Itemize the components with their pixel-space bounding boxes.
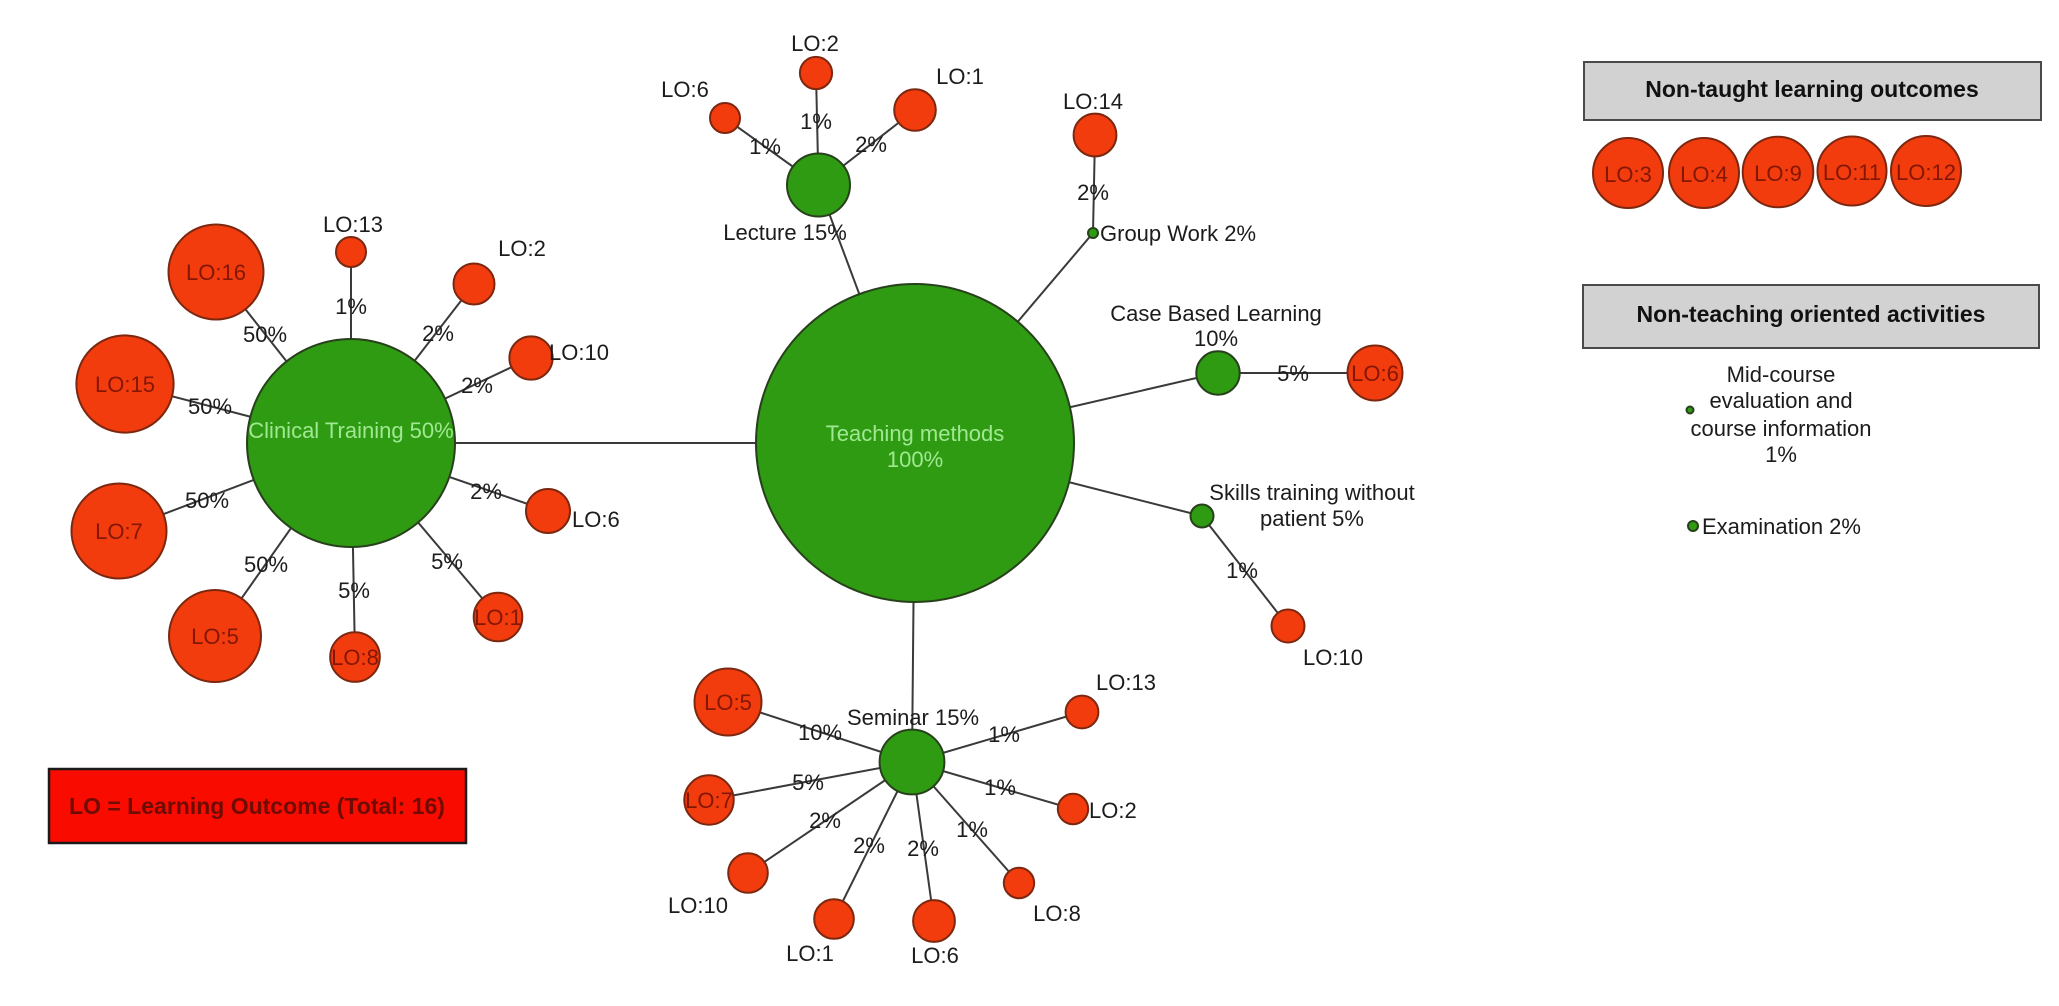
svg-text:Case Based Learning: Case Based Learning <box>1110 301 1322 326</box>
svg-text:1%: 1% <box>1765 442 1797 467</box>
svg-text:50%: 50% <box>244 552 288 577</box>
svg-text:LO:13: LO:13 <box>1096 670 1156 695</box>
svg-text:1%: 1% <box>335 294 367 319</box>
svg-text:LO:10: LO:10 <box>549 340 609 365</box>
svg-text:LO:9: LO:9 <box>1754 161 1802 186</box>
svg-text:2%: 2% <box>461 373 493 398</box>
svg-text:2%: 2% <box>855 132 887 157</box>
svg-text:50%: 50% <box>243 322 287 347</box>
svg-text:2%: 2% <box>422 321 454 346</box>
svg-text:LO = Learning Outcome (Total:: LO = Learning Outcome (Total: 16) <box>69 793 445 819</box>
svg-text:1%: 1% <box>988 722 1020 747</box>
svg-text:Skills training without: Skills training without <box>1209 480 1414 505</box>
svg-text:Examination 2%: Examination 2% <box>1702 514 1861 539</box>
svg-text:5%: 5% <box>338 578 370 603</box>
svg-text:LO:10: LO:10 <box>1303 645 1363 670</box>
svg-text:Mid-course: Mid-course <box>1727 362 1836 387</box>
svg-text:50%: 50% <box>185 488 229 513</box>
svg-text:LO:3: LO:3 <box>1604 162 1652 187</box>
svg-text:10%: 10% <box>798 720 842 745</box>
svg-text:LO:8: LO:8 <box>1033 901 1081 926</box>
svg-text:Non-taught learning outcomes: Non-taught learning outcomes <box>1645 76 1979 102</box>
svg-text:1%: 1% <box>956 817 988 842</box>
svg-text:100%: 100% <box>887 447 943 472</box>
svg-text:LO:1: LO:1 <box>936 64 984 89</box>
svg-text:LO:6: LO:6 <box>911 943 959 968</box>
svg-text:LO:13: LO:13 <box>323 212 383 237</box>
svg-text:LO:6: LO:6 <box>661 77 709 102</box>
svg-text:LO:6: LO:6 <box>572 507 620 532</box>
svg-text:LO:8: LO:8 <box>331 645 379 670</box>
svg-text:Teaching methods: Teaching methods <box>826 421 1005 446</box>
svg-text:2%: 2% <box>853 833 885 858</box>
svg-text:10%: 10% <box>1194 326 1238 351</box>
svg-text:1%: 1% <box>749 134 781 159</box>
svg-text:5%: 5% <box>792 770 824 795</box>
svg-text:LO:5: LO:5 <box>704 690 752 715</box>
svg-text:LO:11: LO:11 <box>1823 160 1881 185</box>
svg-text:evaluation and: evaluation and <box>1709 388 1852 413</box>
svg-text:Seminar 15%: Seminar 15% <box>847 705 979 730</box>
svg-text:LO:7: LO:7 <box>95 519 143 544</box>
svg-text:2%: 2% <box>907 836 939 861</box>
svg-text:Lecture 15%: Lecture 15% <box>723 220 847 245</box>
svg-text:Group Work 2%: Group Work 2% <box>1100 221 1256 246</box>
svg-text:LO:6: LO:6 <box>1351 361 1399 386</box>
svg-text:5%: 5% <box>1277 361 1309 386</box>
svg-text:Non-teaching oriented activiti: Non-teaching oriented activities <box>1637 301 1986 327</box>
svg-text:LO:2: LO:2 <box>1089 798 1137 823</box>
svg-text:1%: 1% <box>1226 558 1258 583</box>
svg-text:5%: 5% <box>431 549 463 574</box>
svg-text:2%: 2% <box>809 808 841 833</box>
svg-text:LO:14: LO:14 <box>1063 89 1123 114</box>
svg-text:LO:2: LO:2 <box>498 236 546 261</box>
svg-text:LO:10: LO:10 <box>668 893 728 918</box>
svg-text:patient 5%: patient 5% <box>1260 506 1364 531</box>
svg-text:2%: 2% <box>470 479 502 504</box>
svg-text:LO:15: LO:15 <box>95 372 155 397</box>
svg-text:50%: 50% <box>188 394 232 419</box>
svg-text:2%: 2% <box>1077 180 1109 205</box>
svg-text:LO:7: LO:7 <box>685 788 733 813</box>
svg-text:LO:12: LO:12 <box>1896 160 1956 185</box>
svg-text:LO:5: LO:5 <box>191 624 239 649</box>
svg-text:1%: 1% <box>800 109 832 134</box>
svg-text:LO:1: LO:1 <box>474 605 522 630</box>
svg-text:LO:4: LO:4 <box>1680 162 1728 187</box>
svg-text:Clinical Training 50%: Clinical Training 50% <box>248 418 453 443</box>
svg-text:LO:2: LO:2 <box>791 31 839 56</box>
svg-text:1%: 1% <box>984 775 1016 800</box>
svg-text:course information: course information <box>1691 416 1872 441</box>
svg-text:LO:16: LO:16 <box>186 260 246 285</box>
svg-text:LO:1: LO:1 <box>786 941 834 966</box>
